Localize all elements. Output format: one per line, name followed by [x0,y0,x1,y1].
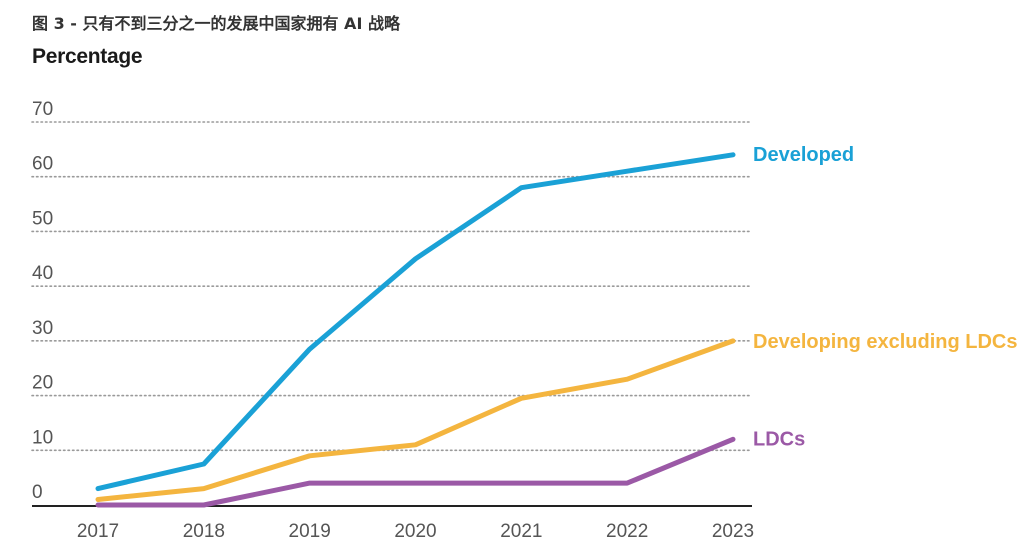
y-tick-label: 50 [32,208,53,229]
x-tick-label: 2017 [77,521,119,542]
gridlines [31,121,753,452]
series-lines [95,152,736,508]
y-axis-unit-label: Percentage [32,45,143,68]
x-tick-label: 2020 [394,521,436,542]
x-tick-label: 2023 [712,521,754,542]
x-tick-label: 2019 [289,521,331,542]
x-tick-label: 2021 [500,521,542,542]
series-line-developing-excluding-ldcs [95,338,736,502]
series-line-developed [95,152,736,492]
y-tick-label: 0 [32,482,43,503]
x-axis-ticks: 2017 2018 2019 2020 2021 2022 2023 [77,521,754,542]
y-tick-label: 60 [32,154,53,175]
y-tick-label: 70 [32,99,53,120]
x-tick-label: 2022 [606,521,648,542]
y-tick-label: 30 [32,318,53,339]
series-line-ldcs [95,436,736,508]
y-axis-ticks: 0 10 20 30 40 50 60 70 [32,99,53,503]
y-tick-label: 20 [32,373,53,394]
series-labels: Developed Developing excluding LDCs LDCs [753,144,1017,451]
series-label-developing-excluding-ldcs: Developing excluding LDCs [753,331,1017,353]
x-tick-label: 2018 [183,521,225,542]
y-tick-label: 40 [32,263,53,284]
y-tick-label: 10 [32,427,53,448]
series-label-developed: Developed [753,144,854,166]
figure-title: 图 3 - 只有不到三分之一的发展中国家拥有 AI 战略 [32,14,400,33]
series-label-ldcs: LDCs [753,428,805,450]
